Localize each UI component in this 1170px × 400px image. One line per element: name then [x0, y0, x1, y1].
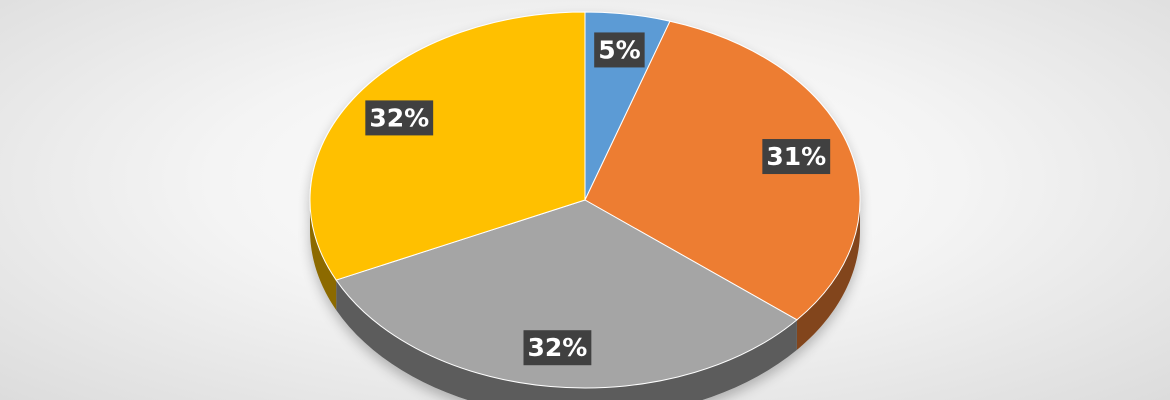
- data-label: 5%: [598, 35, 640, 64]
- pie: [309, 11, 861, 400]
- data-label: 32%: [369, 103, 429, 132]
- data-label-box: [365, 100, 434, 136]
- slice: [584, 20, 861, 321]
- labels: 5% 31% 32% 32%: [365, 32, 831, 366]
- data-label: 32%: [528, 333, 588, 362]
- slice-side: [796, 200, 860, 350]
- slice: [335, 199, 798, 389]
- slice-side: [310, 200, 337, 311]
- data-label-box: [523, 330, 592, 366]
- data-label-box: [594, 32, 645, 68]
- data-label: 31%: [766, 142, 826, 171]
- slice: [309, 11, 586, 281]
- slice-side: [336, 280, 797, 400]
- data-label-box: [762, 139, 831, 175]
